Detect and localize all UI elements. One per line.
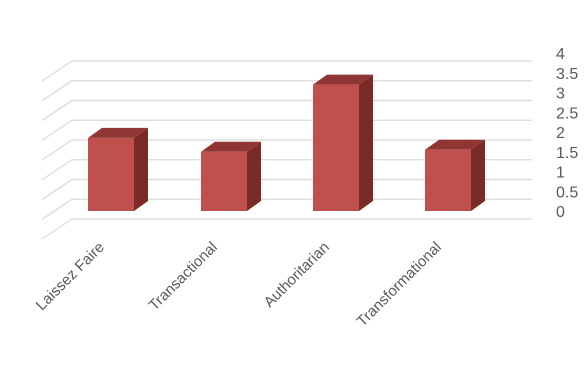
x-category-label: Transformational xyxy=(354,239,445,330)
bar-top xyxy=(425,139,485,150)
bar-top xyxy=(313,74,373,85)
y-tick-label: 1 xyxy=(556,165,565,182)
gridline xyxy=(41,99,532,121)
y-tick-label: 3 xyxy=(556,86,565,103)
bar-side xyxy=(134,127,148,211)
y-tick-label: 1.5 xyxy=(556,145,578,162)
gridline xyxy=(41,119,532,141)
y-tick-label: 0.5 xyxy=(556,184,578,201)
bar xyxy=(88,127,148,211)
gridline xyxy=(41,80,532,102)
y-tick-label: 3.5 xyxy=(556,66,578,83)
gridline xyxy=(41,159,532,181)
bar xyxy=(313,74,373,211)
x-axis-category-labels: Laissez Faire Transactional Authoritarian T… xyxy=(33,239,445,330)
x-category-label: Laissez Faire xyxy=(33,239,108,314)
gridlines xyxy=(41,60,532,240)
y-tick-label: 0 xyxy=(556,204,565,221)
gridline xyxy=(41,60,532,82)
bar-front xyxy=(313,84,359,211)
bar-side xyxy=(471,139,485,211)
bar-top xyxy=(201,141,261,152)
bar-front xyxy=(201,151,247,211)
y-tick-label: 2.5 xyxy=(556,105,578,122)
bar xyxy=(425,139,485,211)
gridline xyxy=(41,178,532,200)
bar-front xyxy=(88,137,134,211)
bar-top xyxy=(88,127,148,138)
bar-front xyxy=(425,149,471,211)
gridline xyxy=(41,218,532,240)
gridline xyxy=(41,198,532,220)
x-category-label: Authoritarian xyxy=(261,239,333,311)
gridline xyxy=(41,139,532,161)
y-axis-tick-labels: 0 0.5 1 1.5 2 2.5 3 3.5 4 xyxy=(556,46,578,221)
bar-side xyxy=(247,141,261,211)
bar xyxy=(201,141,261,211)
bar-side xyxy=(359,74,373,211)
y-tick-label: 2 xyxy=(556,125,565,142)
bars xyxy=(88,74,485,211)
y-tick-label: 4 xyxy=(556,46,565,63)
x-category-label: Transactional xyxy=(146,239,221,314)
